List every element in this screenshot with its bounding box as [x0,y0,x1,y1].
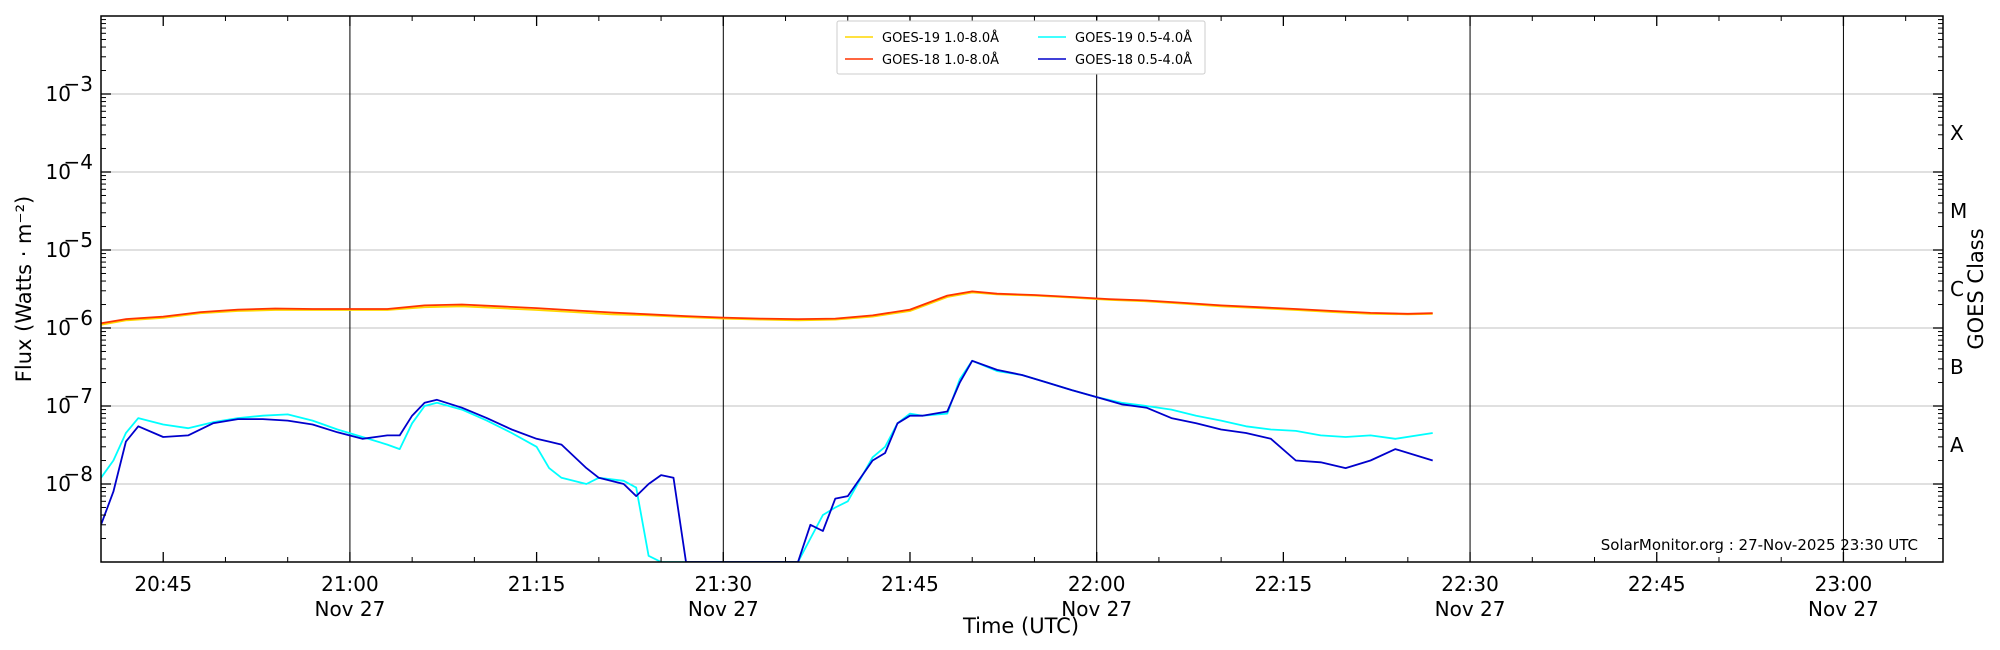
y-tick-label: 10 [46,238,71,262]
right-axis-title: GOES Class [1964,228,1988,349]
x-tick-label: 22:30 [1441,572,1499,596]
flux-series [101,290,1433,562]
x-tick-label: 23:00 [1815,572,1873,596]
series-line-3 [101,359,1433,562]
y-tick-label: 10 [46,82,71,106]
x-tick-date-label: Nov 27 [1061,597,1132,621]
y-tick-exponent: −7 [64,384,93,408]
x-tick-label: 22:15 [1255,572,1313,596]
credit-text: SolarMonitor.org : 27-Nov-2025 23:30 UTC [1601,536,1918,554]
plot-frame [100,15,1944,563]
y-tick-label: 10 [46,316,71,340]
y-tick-label: 10 [46,472,71,496]
x-tick-date-label: Nov 27 [314,597,385,621]
x-tick-label: 21:15 [508,572,566,596]
y-tick-exponent: −8 [64,462,93,486]
legend-label-goes18-short: GOES-18 0.5-4.0Å [1075,52,1192,68]
x-tick-label: 21:30 [694,572,752,596]
y-axis-title: Flux (Watts · m⁻²) [12,196,36,382]
y-tick-label: 10 [46,160,71,184]
x-tick-label: 22:45 [1628,572,1686,596]
x-tick-date-label: Nov 27 [1435,597,1506,621]
x-axis-title: Time (UTC) [962,614,1079,638]
legend-label-goes19-short: GOES-19 0.5-4.0Å [1075,30,1192,46]
y-tick-exponent: −5 [64,228,93,252]
legend-label-goes19-long: GOES-19 1.0-8.0Å [882,30,999,46]
goes-class-label: C [1950,277,1964,301]
x-tick-date-label: Nov 27 [688,597,759,621]
goes-class-label: A [1950,433,1964,457]
x-tick-label: 20:45 [134,572,192,596]
x-tick-label: 21:00 [321,572,379,596]
series-line-2 [101,290,1433,325]
y-tick-exponent: −3 [64,72,93,96]
y-tick-exponent: −4 [64,150,93,174]
goes-class-label: M [1950,199,1967,223]
goes-class-label: B [1950,355,1964,379]
y-axis-ticks: 10−810−710−610−510−410−3 [46,19,1943,540]
legend-box [836,20,1206,75]
series-line-4 [101,359,1433,562]
legend-label-goes18-long: GOES-18 1.0-8.0Å [882,52,999,68]
legend: GOES-19 1.0-8.0Å GOES-18 1.0-8.0Å GOES-1… [836,20,1206,75]
goes-class-ticks: A B C M X [1950,121,1967,457]
grid [101,93,1943,485]
goes-class-label: X [1950,121,1964,145]
x-tick-label: 21:45 [881,572,939,596]
day-separator-lines [349,16,1844,562]
y-tick-label: 10 [46,394,71,418]
x-tick-label: 22:00 [1068,572,1126,596]
y-tick-exponent: −6 [64,306,93,330]
x-tick-date-label: Nov 27 [1808,597,1879,621]
